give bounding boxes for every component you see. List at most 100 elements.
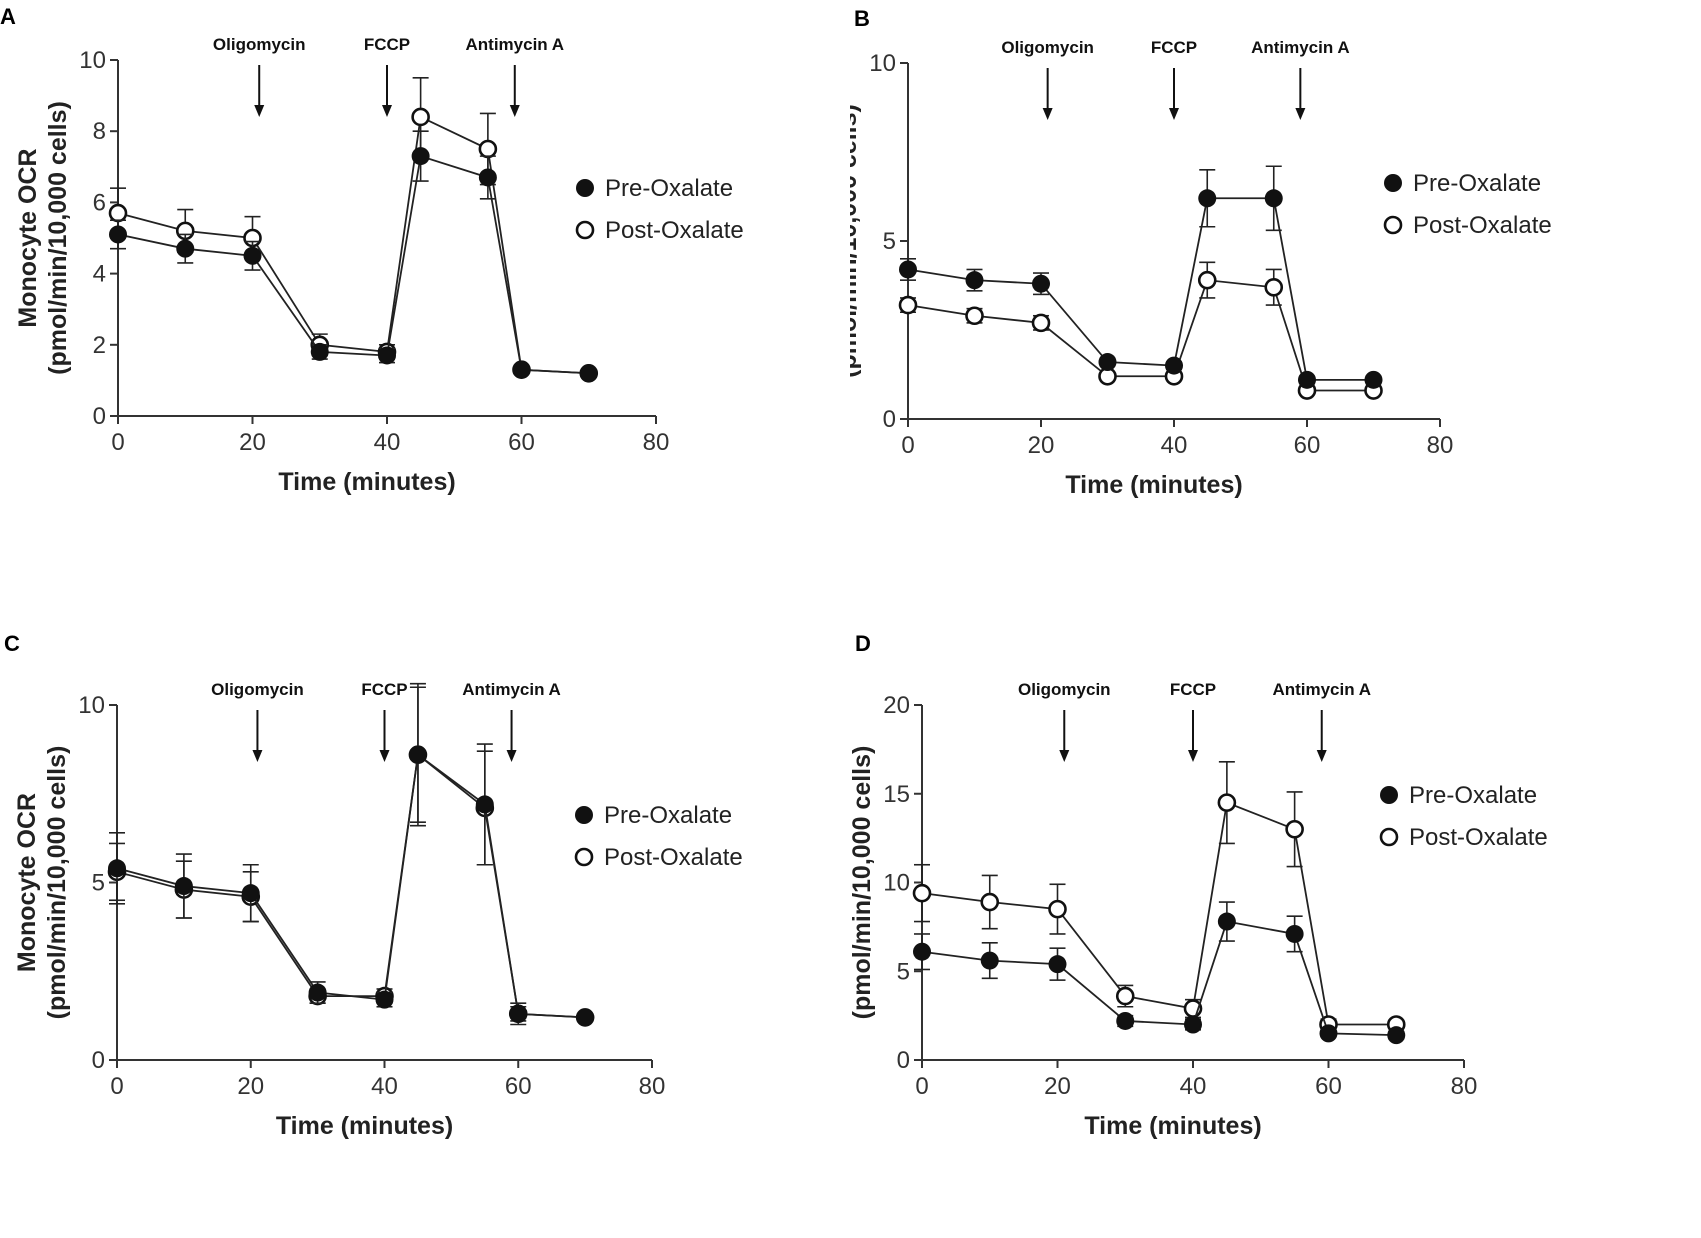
y-axis-title-units: (pmol/min/10,000 cells): [850, 104, 862, 378]
data-point-pre-oxalate: [310, 342, 329, 361]
y-tick-label: 20: [883, 692, 910, 719]
legend-label: Post-Oxalate: [1409, 824, 1548, 851]
x-tick-label: 40: [1180, 1073, 1207, 1100]
data-point-pre-oxalate: [1319, 1024, 1338, 1043]
panel-letter: D: [855, 631, 871, 656]
legend-label: Post-Oxalate: [605, 217, 744, 244]
y-tick-label: 0: [92, 1047, 105, 1074]
data-point-pre-oxalate: [1098, 353, 1117, 372]
injection-arrow-head: [382, 105, 392, 117]
panel-c: C 0 20 40 60 80 0 5 10 Time (minutes) Monocyte OCR…: [0, 619, 850, 1238]
data-point-post-oxalate: [1264, 277, 1284, 297]
injection-arrow-head: [379, 750, 390, 762]
data-point-post-oxalate: [1048, 899, 1067, 919]
y-axis-title-units: (pmol/min/10,000 cells): [44, 101, 72, 375]
x-tick-label: 40: [1161, 432, 1188, 459]
series-line: [907, 197, 1374, 381]
injection-label: FCCP: [1151, 38, 1197, 57]
y-tick-label: 10: [79, 47, 106, 74]
injection-label: Oligomycin: [211, 680, 304, 699]
y-tick-label: 10: [869, 50, 896, 77]
injection-label: Antimycin A: [1272, 680, 1371, 699]
chart-c: C 0 20 40 60 80 0 5 10 Time (minutes) Monocyte OCR…: [4, 631, 743, 1140]
data-point-post-oxalate: [980, 892, 1000, 912]
data-point-pre-oxalate: [375, 990, 394, 1009]
x-tick-label: 0: [915, 1073, 928, 1100]
legend-label: Pre-Oxalate: [1409, 782, 1537, 809]
data-point-pre-oxalate: [980, 951, 999, 970]
legend-label: Pre-Oxalate: [604, 802, 732, 829]
panel-letter: C: [4, 631, 20, 656]
y-tick-label: 15: [883, 781, 910, 808]
data-point-pre-oxalate: [512, 360, 531, 379]
y-tick-label: 4: [93, 261, 106, 288]
injection-arrow-head: [252, 750, 263, 762]
injection-label: FCCP: [1170, 680, 1216, 699]
data-point-post-oxalate: [1217, 793, 1237, 812]
data-point-post-oxalate: [898, 295, 918, 315]
data-point-post-oxalate: [108, 203, 128, 223]
data-point-pre-oxalate: [411, 147, 430, 166]
legend-label: Post-Oxalate: [1413, 212, 1552, 239]
injection-label: Oligomycin: [213, 35, 306, 54]
data-point-pre-oxalate: [1285, 924, 1304, 943]
y-tick-label: 10: [78, 692, 105, 719]
data-point-pre-oxalate: [1032, 274, 1050, 293]
data-point-pre-oxalate: [899, 260, 917, 279]
injection-label: Antimycin A: [462, 680, 561, 699]
data-point-pre-oxalate: [1165, 356, 1183, 375]
legend-marker-pre-oxalate: [1380, 786, 1398, 804]
x-tick-label: 80: [1451, 1073, 1478, 1100]
data-point-pre-oxalate: [176, 239, 195, 258]
injection-label: FCCP: [361, 680, 407, 699]
injection-arrow-head: [1188, 750, 1198, 762]
data-point-pre-oxalate: [174, 877, 193, 896]
x-tick-label: 20: [239, 429, 266, 456]
data-point-post-oxalate: [411, 107, 430, 127]
y-tick-label: 5: [92, 870, 105, 897]
injection-arrow-head: [1169, 108, 1179, 120]
data-point-pre-oxalate: [1264, 189, 1283, 208]
legend-marker-post-oxalate: [1379, 827, 1399, 847]
injection-arrow-head: [1316, 750, 1327, 762]
y-tick-label: 0: [93, 403, 106, 430]
y-tick-label: 2: [93, 332, 106, 359]
x-tick-label: 80: [1427, 432, 1454, 459]
data-point-pre-oxalate: [509, 1004, 528, 1023]
data-point-post-oxalate: [1031, 313, 1051, 333]
injection-arrow-head: [254, 105, 265, 117]
data-point-pre-oxalate: [1387, 1026, 1406, 1045]
data-point-post-oxalate: [1285, 819, 1304, 839]
data-point-pre-oxalate: [243, 246, 262, 265]
legend-marker-post-oxalate: [1383, 215, 1403, 235]
injection-arrow-head: [506, 750, 517, 762]
x-tick-label: 40: [371, 1073, 398, 1100]
data-point-pre-oxalate: [576, 1008, 595, 1027]
panel-letter: A: [0, 4, 16, 29]
data-point-pre-oxalate: [1184, 1015, 1202, 1034]
legend-marker-post-oxalate: [575, 220, 595, 240]
legend-label: Post-Oxalate: [604, 844, 743, 871]
data-point-post-oxalate: [478, 139, 498, 159]
data-point-pre-oxalate: [475, 795, 494, 814]
data-point-pre-oxalate: [1364, 370, 1383, 389]
x-tick-label: 60: [505, 1073, 532, 1100]
data-point-pre-oxalate: [913, 942, 931, 961]
data-point-pre-oxalate: [1198, 189, 1217, 208]
panel-a: A 0 20 40 60 80 0 2 4 6 8 10 Time (minutes) Monocyte …: [0, 0, 850, 619]
y-axis-title: Monocyte OCR: [13, 793, 41, 972]
x-tick-label: 80: [643, 429, 670, 456]
data-point-pre-oxalate: [108, 859, 126, 878]
x-tick-label: 0: [111, 429, 124, 456]
y-tick-label: 0: [883, 406, 896, 433]
injection-arrow-head: [1059, 750, 1070, 762]
x-tick-label: 60: [1315, 1073, 1342, 1100]
series-line: [117, 154, 589, 375]
data-point-pre-oxalate: [308, 983, 327, 1002]
legend-marker-pre-oxalate: [576, 179, 594, 197]
x-tick-label: 60: [508, 429, 535, 456]
data-point-pre-oxalate: [241, 884, 260, 903]
data-point-pre-oxalate: [1116, 1011, 1135, 1030]
